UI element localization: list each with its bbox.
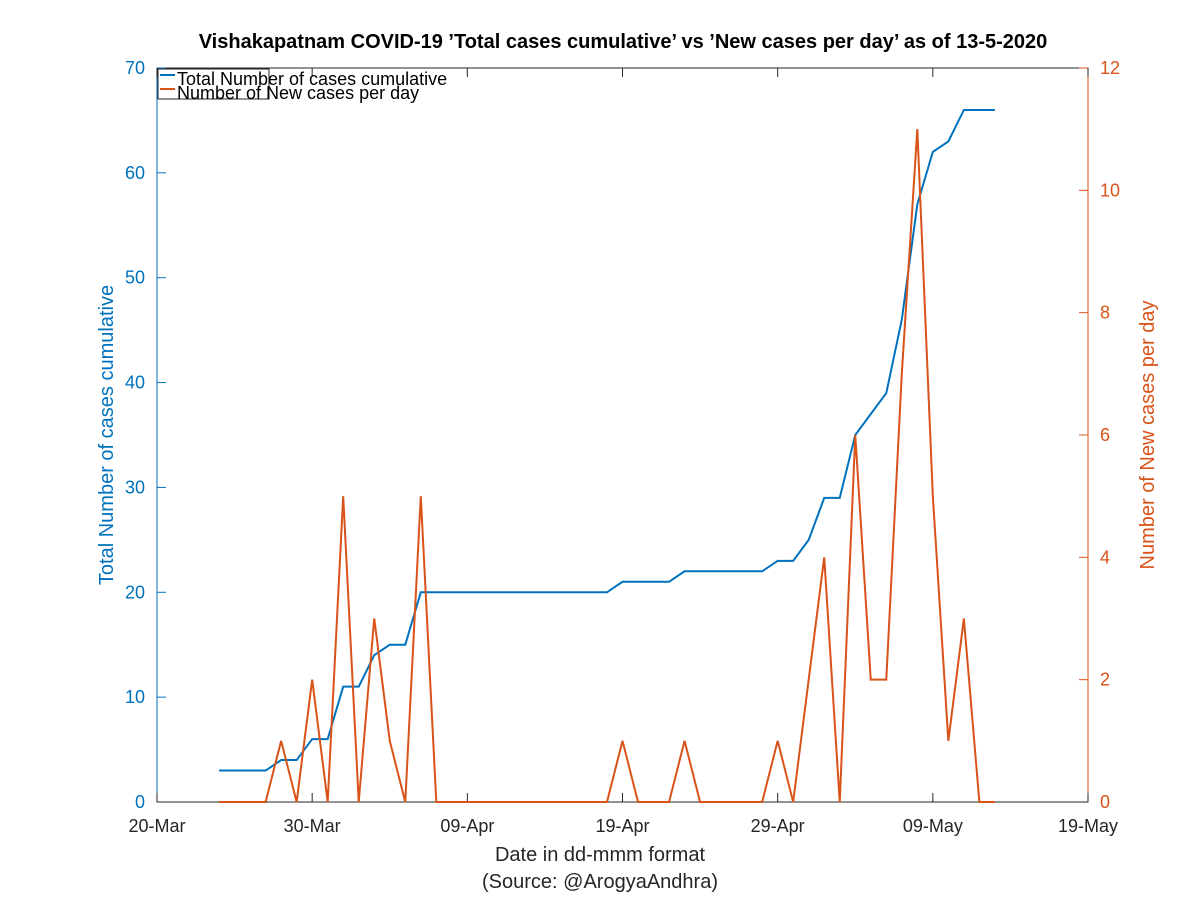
legend-label-cumulative: Total Number of cases cumulative: [177, 69, 447, 89]
legend-box: [157, 68, 270, 100]
right-y-tick-label: 0: [1100, 792, 1110, 812]
x-tick-label: 19-Apr: [595, 816, 649, 836]
x-tick-label: 09-Apr: [440, 816, 494, 836]
right-y-tick-label: 6: [1100, 425, 1110, 445]
chart-title: Vishakapatnam COVID-19 ’Total cases cumu…: [199, 31, 1048, 53]
right-y-tick-label: 8: [1100, 303, 1110, 323]
left-y-tick-label: 60: [125, 163, 145, 183]
legend-label-new: Number of New cases per day: [177, 83, 419, 103]
right-y-tick-label: 12: [1100, 58, 1120, 78]
right-y-tick-label: 4: [1100, 547, 1110, 567]
left-y-tick-label: 50: [125, 268, 145, 288]
x-axis-label: Date in dd-mmm format: [495, 844, 705, 866]
left-y-tick-label: 30: [125, 477, 145, 497]
right-y-tick-label: 2: [1100, 670, 1110, 690]
left-y-tick-label: 40: [125, 373, 145, 393]
x-tick-label: 19-May: [1058, 816, 1118, 836]
series-layer: [219, 108, 995, 803]
x-tick-label: 09-May: [903, 816, 963, 836]
left-y-tick-label: 70: [125, 58, 145, 78]
right-y-tick-label: 10: [1100, 180, 1120, 200]
left-y-tick-label: 20: [125, 582, 145, 602]
plot-frame: [156, 67, 1089, 803]
left-y-axis: 0 10 20 30 40 50 60 70: [125, 58, 166, 812]
left-y-axis-label: Total Number of cases cumulative: [96, 285, 118, 585]
x-tick-label: 29-Apr: [751, 816, 805, 836]
left-y-tick-label: 0: [135, 792, 145, 812]
x-tick-label: 30-Mar: [284, 816, 341, 836]
left-y-tick-label: 10: [125, 687, 145, 707]
series-line-cumulative: [219, 108, 995, 772]
x-axis-source-label: (Source: @ArogyaAndhra): [482, 871, 718, 893]
x-tick-label: 20-Mar: [128, 816, 185, 836]
x-axis: 20-Mar 30-Mar 09-Apr 19-Apr 29-Apr 09-May 19-M…: [128, 68, 1118, 836]
series-line-new: [219, 129, 995, 803]
right-y-axis-label: Number of New cases per day: [1137, 300, 1159, 569]
plot-area: [156, 67, 1089, 803]
legend: Total Number of cases cumulative Number …: [157, 68, 447, 103]
